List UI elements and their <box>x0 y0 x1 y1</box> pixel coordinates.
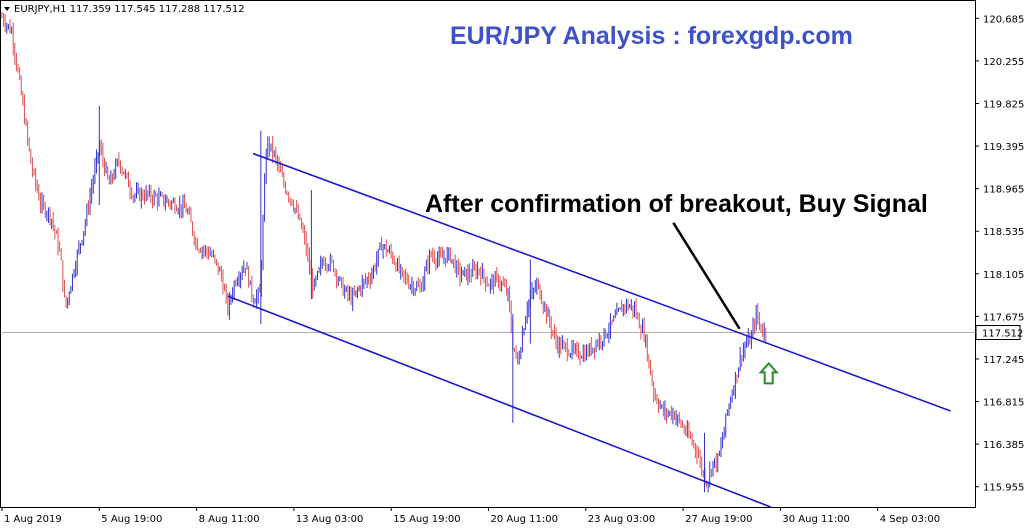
y-tick-label: 120.685 <box>983 14 1024 25</box>
y-tick-label: 117.245 <box>983 355 1024 366</box>
y-tick-label: 119.825 <box>983 99 1024 110</box>
x-tick-label: 5 Aug 19:00 <box>101 514 162 525</box>
plot-frame <box>0 0 976 508</box>
y-tick-label: 118.535 <box>983 227 1024 238</box>
x-tick-label: 27 Aug 19:00 <box>685 514 752 525</box>
x-tick-label: 20 Aug 11:00 <box>491 514 558 525</box>
y-tick-label: 118.965 <box>983 185 1024 196</box>
y-tick-label: 116.815 <box>983 398 1024 409</box>
x-tick-label: 4 Sep 03:00 <box>880 514 940 525</box>
y-axis: 120.685 120.255 119.825 119.395 118.965 118.5… <box>975 14 1024 494</box>
y-tick-label: 117.675 <box>983 312 1024 323</box>
y-tick-label: 120.255 <box>983 57 1024 68</box>
y-tick-label: 118.105 <box>983 270 1024 281</box>
current-price-tag <box>975 325 1021 341</box>
y-tick-label: 119.395 <box>983 142 1024 153</box>
x-tick-label: 15 Aug 19:00 <box>393 514 460 525</box>
y-tick-label: 116.385 <box>983 440 1024 451</box>
y-tick-label: 115.955 <box>983 483 1024 494</box>
x-tick-label: 30 Aug 11:00 <box>782 514 849 525</box>
annotation-pointer-line <box>672 222 741 330</box>
symbol-dropdown-icon[interactable] <box>4 7 10 11</box>
x-tick-label: 23 Aug 03:00 <box>588 514 655 525</box>
candles-layer <box>1 11 767 493</box>
channel-layer <box>227 152 951 508</box>
channel-upper-line <box>252 152 951 412</box>
symbol-info: EURJPY,H1 117.359 117.545 117.288 117.51… <box>14 4 245 15</box>
annotation-text: After confirmation of breakout, Buy Sign… <box>425 190 928 218</box>
x-tick-label: 1 Aug 2019 <box>4 514 62 525</box>
buy-signal-arrow-icon <box>758 361 779 385</box>
annotation-layer <box>672 222 779 385</box>
x-tick-label: 13 Aug 03:00 <box>296 514 363 525</box>
x-tick-label: 8 Aug 11:00 <box>199 514 260 525</box>
chart-title: EUR/JPY Analysis : forexgdp.com <box>450 22 853 50</box>
x-axis: 1 Aug 2019 5 Aug 19:00 8 Aug 11:00 13 Aug 0… <box>1 507 940 525</box>
current-price-label: 117.512 <box>982 329 1023 340</box>
channel-lower-line <box>227 295 771 508</box>
